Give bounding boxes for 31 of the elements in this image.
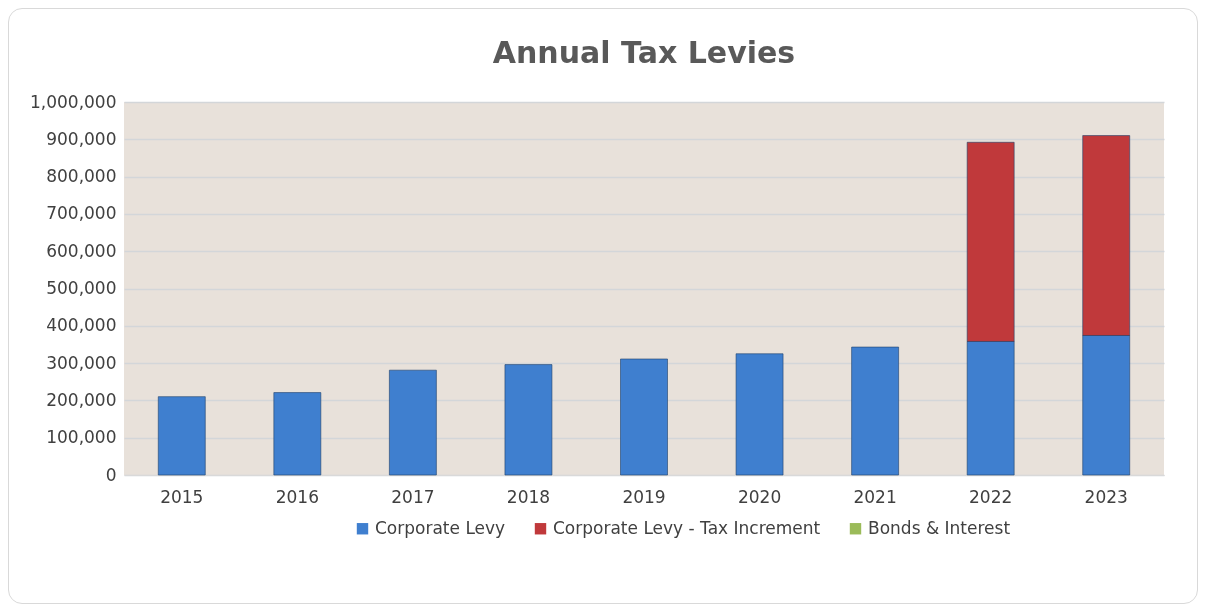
y-tick-label: 1,000,000 [29,91,117,112]
y-tick-label: 400,000 [46,315,117,336]
x-tick-label: 2017 [391,486,435,507]
bar [735,353,784,476]
x-tick-label: 2018 [506,486,551,507]
y-tick-label: 600,000 [46,240,117,261]
legend-label: Bonds & Interest [868,517,1011,538]
y-tick-label: 700,000 [46,203,117,224]
x-tick-label: 2019 [622,486,666,507]
bar [620,358,668,476]
x-tick-label: 2016 [275,486,319,507]
x-tick-label: 2022 [969,486,1013,507]
bar [273,392,322,476]
y-tick-label: 300,000 [46,352,117,373]
chart-title: Annual Tax Levies [492,35,796,70]
legend-label: Corporate Levy [375,517,506,538]
y-tick-label: 200,000 [46,389,117,410]
y-tick-label: 800,000 [46,166,117,187]
x-tick-label: 2023 [1084,486,1128,507]
x-tick-label: 2015 [160,486,204,507]
bar [157,396,206,476]
y-tick-label: 0 [105,464,117,485]
bar [851,346,899,476]
bar [389,369,437,476]
y-tick-label: 900,000 [46,128,117,149]
y-tick-label: 500,000 [46,278,117,298]
x-tick-label: 2021 [853,486,897,507]
y-tick-label: 100,000 [46,427,117,448]
bar [504,364,553,476]
legend-label: Corporate Levy - Tax Increment [553,517,821,538]
x-tick-label: 2020 [737,486,782,507]
